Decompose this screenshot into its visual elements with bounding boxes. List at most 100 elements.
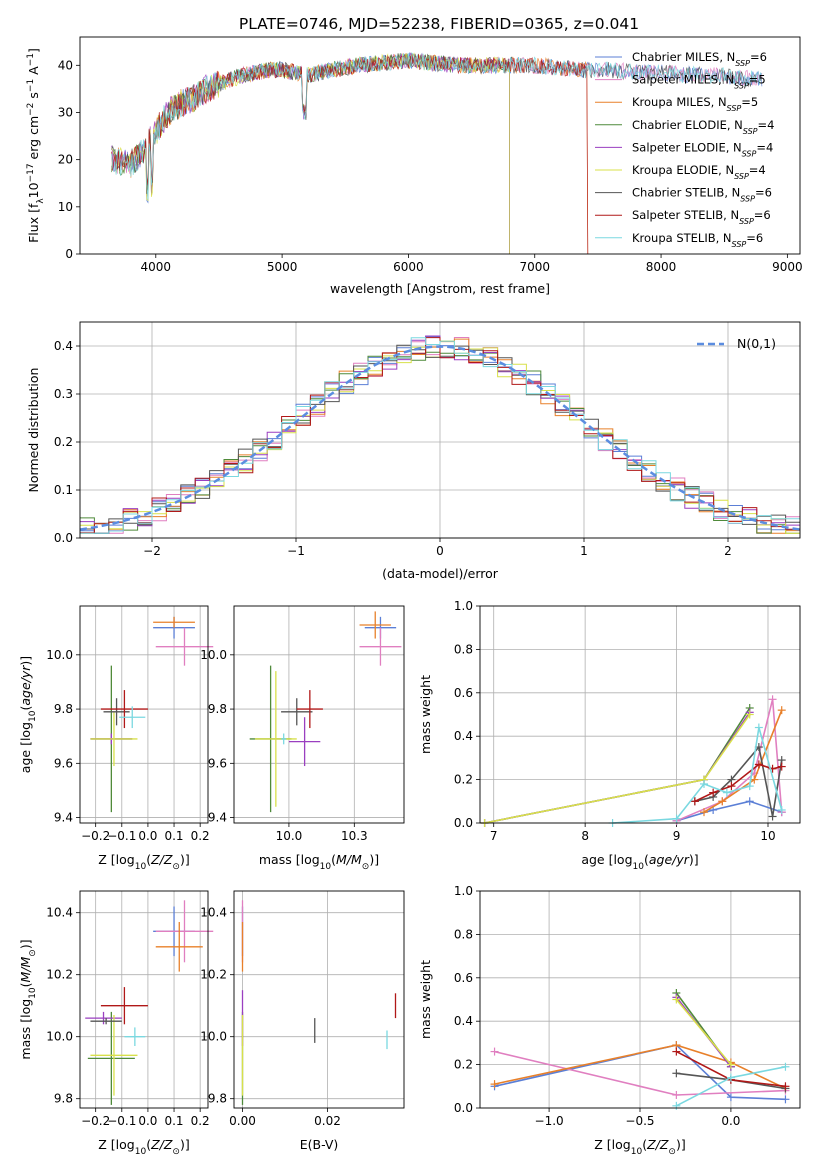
y-tick-label: 0.6 — [454, 686, 473, 700]
x-tick-label: −0.2 — [81, 829, 110, 843]
legend-label: Chabrier ELODIE, NSSP=4 — [632, 118, 774, 136]
x-tick-label: 9 — [673, 829, 681, 843]
legend-label: Chabrier STELIB, NSSP=6 — [632, 186, 772, 204]
y-axis-label: age [log10(age/yr)] — [18, 656, 38, 773]
y-tick-label: 0.6 — [454, 971, 473, 985]
spectrum-line — [111, 53, 589, 255]
y-tick-label: 10.4 — [200, 906, 227, 920]
chart-weight-vs-Z: −1.0 −0.5 0.0 0.0 0.2 0.4 0.6 0.8 1.0 Z [log10(Z/… — [418, 884, 801, 1157]
chart-residuals: −2 −1 0 1 2 0.0 0.1 0.2 0.3 0.4 N(0,1) (data-model)… — [26, 321, 801, 581]
axes-frame — [79, 605, 209, 824]
y-tick-label: 1.0 — [454, 884, 473, 898]
x-tick-label: 0.2 — [191, 1114, 210, 1128]
legend-label: Salpeter ELODIE, NSSP=4 — [632, 140, 773, 158]
y-tick-label: 10.0 — [200, 1030, 227, 1044]
y-tick-label: 0.3 — [54, 387, 73, 401]
x-tick-label: 8000 — [646, 260, 677, 274]
y-tick-label: 10.2 — [200, 968, 227, 982]
y-tick-label: 0.8 — [454, 927, 473, 941]
y-tick-label: 9.4 — [54, 811, 73, 825]
y-tick-label: 9.6 — [54, 756, 73, 770]
y-tick-label: 0.0 — [454, 1101, 473, 1115]
x-tick-label: 4000 — [141, 260, 172, 274]
y-tick-label: 10.0 — [46, 1030, 73, 1044]
x-tick-label: −0.1 — [107, 829, 136, 843]
chart-spectrum: 4000 5000 6000 7000 8000 9000 0 10 20 30 40 Chabrie… — [26, 36, 803, 296]
legend-label: Salpeter MILES, NSSP=5 — [632, 73, 766, 91]
x-tick-label: 10.3 — [341, 829, 368, 843]
chart-weight-vs-age: 7 8 9 10 0.0 0.2 0.4 0.6 0.8 1.0 age [log10(age/yr… — [418, 599, 801, 872]
y-axis-label: mass weight — [418, 960, 433, 1039]
y-axis-label: mass weight — [418, 675, 433, 754]
x-tick-label: 9000 — [772, 260, 803, 274]
x-tick-label: 0.0 — [138, 829, 157, 843]
legend-label: Kroupa ELODIE, NSSP=4 — [632, 163, 766, 181]
y-tick-label: 0.4 — [454, 1014, 473, 1028]
x-axis-label: Z [log10(Z/Z⊙)] — [98, 852, 190, 872]
y-tick-label: 20 — [58, 153, 73, 167]
x-axis-label: wavelength [Angstrom, rest frame] — [330, 281, 550, 296]
y-tick-label: 10.0 — [46, 648, 73, 662]
weight-line — [676, 800, 782, 822]
weight-line — [675, 998, 732, 1066]
y-tick-label: 9.6 — [208, 756, 227, 770]
chart-age-vs-Z: −0.2−0.1 0.0 0.1 0.2 9.4 9.6 9.8 10.0 Z [log10(Z… — [18, 605, 214, 872]
x-tick-label: 0.02 — [314, 1114, 341, 1128]
y-axis-label: mass [log10(M/M⊙)] — [18, 939, 38, 1059]
x-axis-label: mass [log10(M/M⊙)] — [259, 852, 379, 872]
y-tick-label: 9.8 — [208, 702, 227, 716]
legend-label: Kroupa STELIB, NSSP=6 — [632, 231, 763, 249]
x-axis-label: E(B-V) — [300, 1137, 339, 1152]
weight-line — [494, 1044, 786, 1101]
x-tick-label: 0.00 — [229, 1114, 256, 1128]
x-tick-label: 0.1 — [164, 829, 183, 843]
x-tick-label: 7000 — [519, 260, 550, 274]
y-tick-label: 0.8 — [454, 642, 473, 656]
y-tick-label: 0.4 — [54, 339, 73, 353]
y-tick-label: 10.0 — [200, 648, 227, 662]
chart-mass-vs-EBV: 0.00 0.02 9.8 10.0 10.2 10.4 E(B-V) — [200, 890, 405, 1152]
x-tick-label: 7 — [490, 829, 498, 843]
x-tick-label: 0 — [436, 544, 444, 558]
y-tick-label: 9.8 — [54, 702, 73, 716]
x-tick-label: 10.0 — [276, 829, 303, 843]
legend-label: Chabrier MILES, NSSP=6 — [632, 50, 767, 68]
weight-line — [703, 709, 783, 813]
axes-frame — [79, 36, 801, 255]
y-tick-label: 0.0 — [454, 816, 473, 830]
y-axis-label: Normed distribution — [26, 368, 41, 493]
legend-label: Salpeter STELIB, NSSP=6 — [632, 208, 771, 226]
legend: Chabrier MILES, NSSP=6 Salpeter MILES, NS… — [595, 50, 774, 248]
y-tick-label: 0.2 — [454, 773, 473, 787]
x-tick-label: 2 — [724, 544, 732, 558]
spectrum-line — [111, 52, 589, 255]
normal-curve — [79, 345, 801, 531]
x-tick-label: −2 — [143, 544, 161, 558]
legend-label: N(0,1) — [737, 336, 776, 351]
y-tick-label: 1.0 — [454, 599, 473, 613]
x-tick-label: 0.0 — [138, 1114, 157, 1128]
axes-frame — [233, 605, 405, 824]
y-tick-label: 40 — [58, 58, 73, 72]
chart-age-vs-mass: 10.0 10.3 9.4 9.6 9.8 10.0 mass [log10(M/M⊙)] — [200, 605, 405, 872]
y-axis-label: Flux [fλ10−17 erg cm−2 s−1 A−1] — [26, 48, 46, 243]
x-axis-label: Z [log10(Z/Z⊙)] — [594, 1137, 686, 1157]
x-tick-label: −1 — [287, 544, 305, 558]
x-tick-label: 0.2 — [191, 829, 210, 843]
axes-frame — [479, 890, 801, 1109]
y-tick-label: 10.2 — [46, 968, 73, 982]
x-tick-label: −1.0 — [535, 1114, 564, 1128]
y-tick-label: 10.4 — [46, 906, 73, 920]
y-tick-label: 0.0 — [54, 531, 73, 545]
spectrum-line — [111, 52, 763, 200]
axes-frame — [233, 890, 405, 1109]
x-axis-label: (data-model)/error — [382, 566, 499, 581]
chart-mass-vs-Z: −0.2−0.1 0.0 0.1 0.2 9.8 10.0 10.2 10.4 Z [log10… — [18, 890, 214, 1157]
x-axis-label: age [log10(age/yr)] — [581, 852, 698, 872]
weight-line — [494, 1044, 786, 1090]
spectrum-line — [111, 52, 510, 254]
y-tick-label: 30 — [58, 105, 73, 119]
x-tick-label: 0.1 — [164, 1114, 183, 1128]
x-tick-label: 5000 — [267, 260, 298, 274]
weight-line — [694, 745, 783, 817]
